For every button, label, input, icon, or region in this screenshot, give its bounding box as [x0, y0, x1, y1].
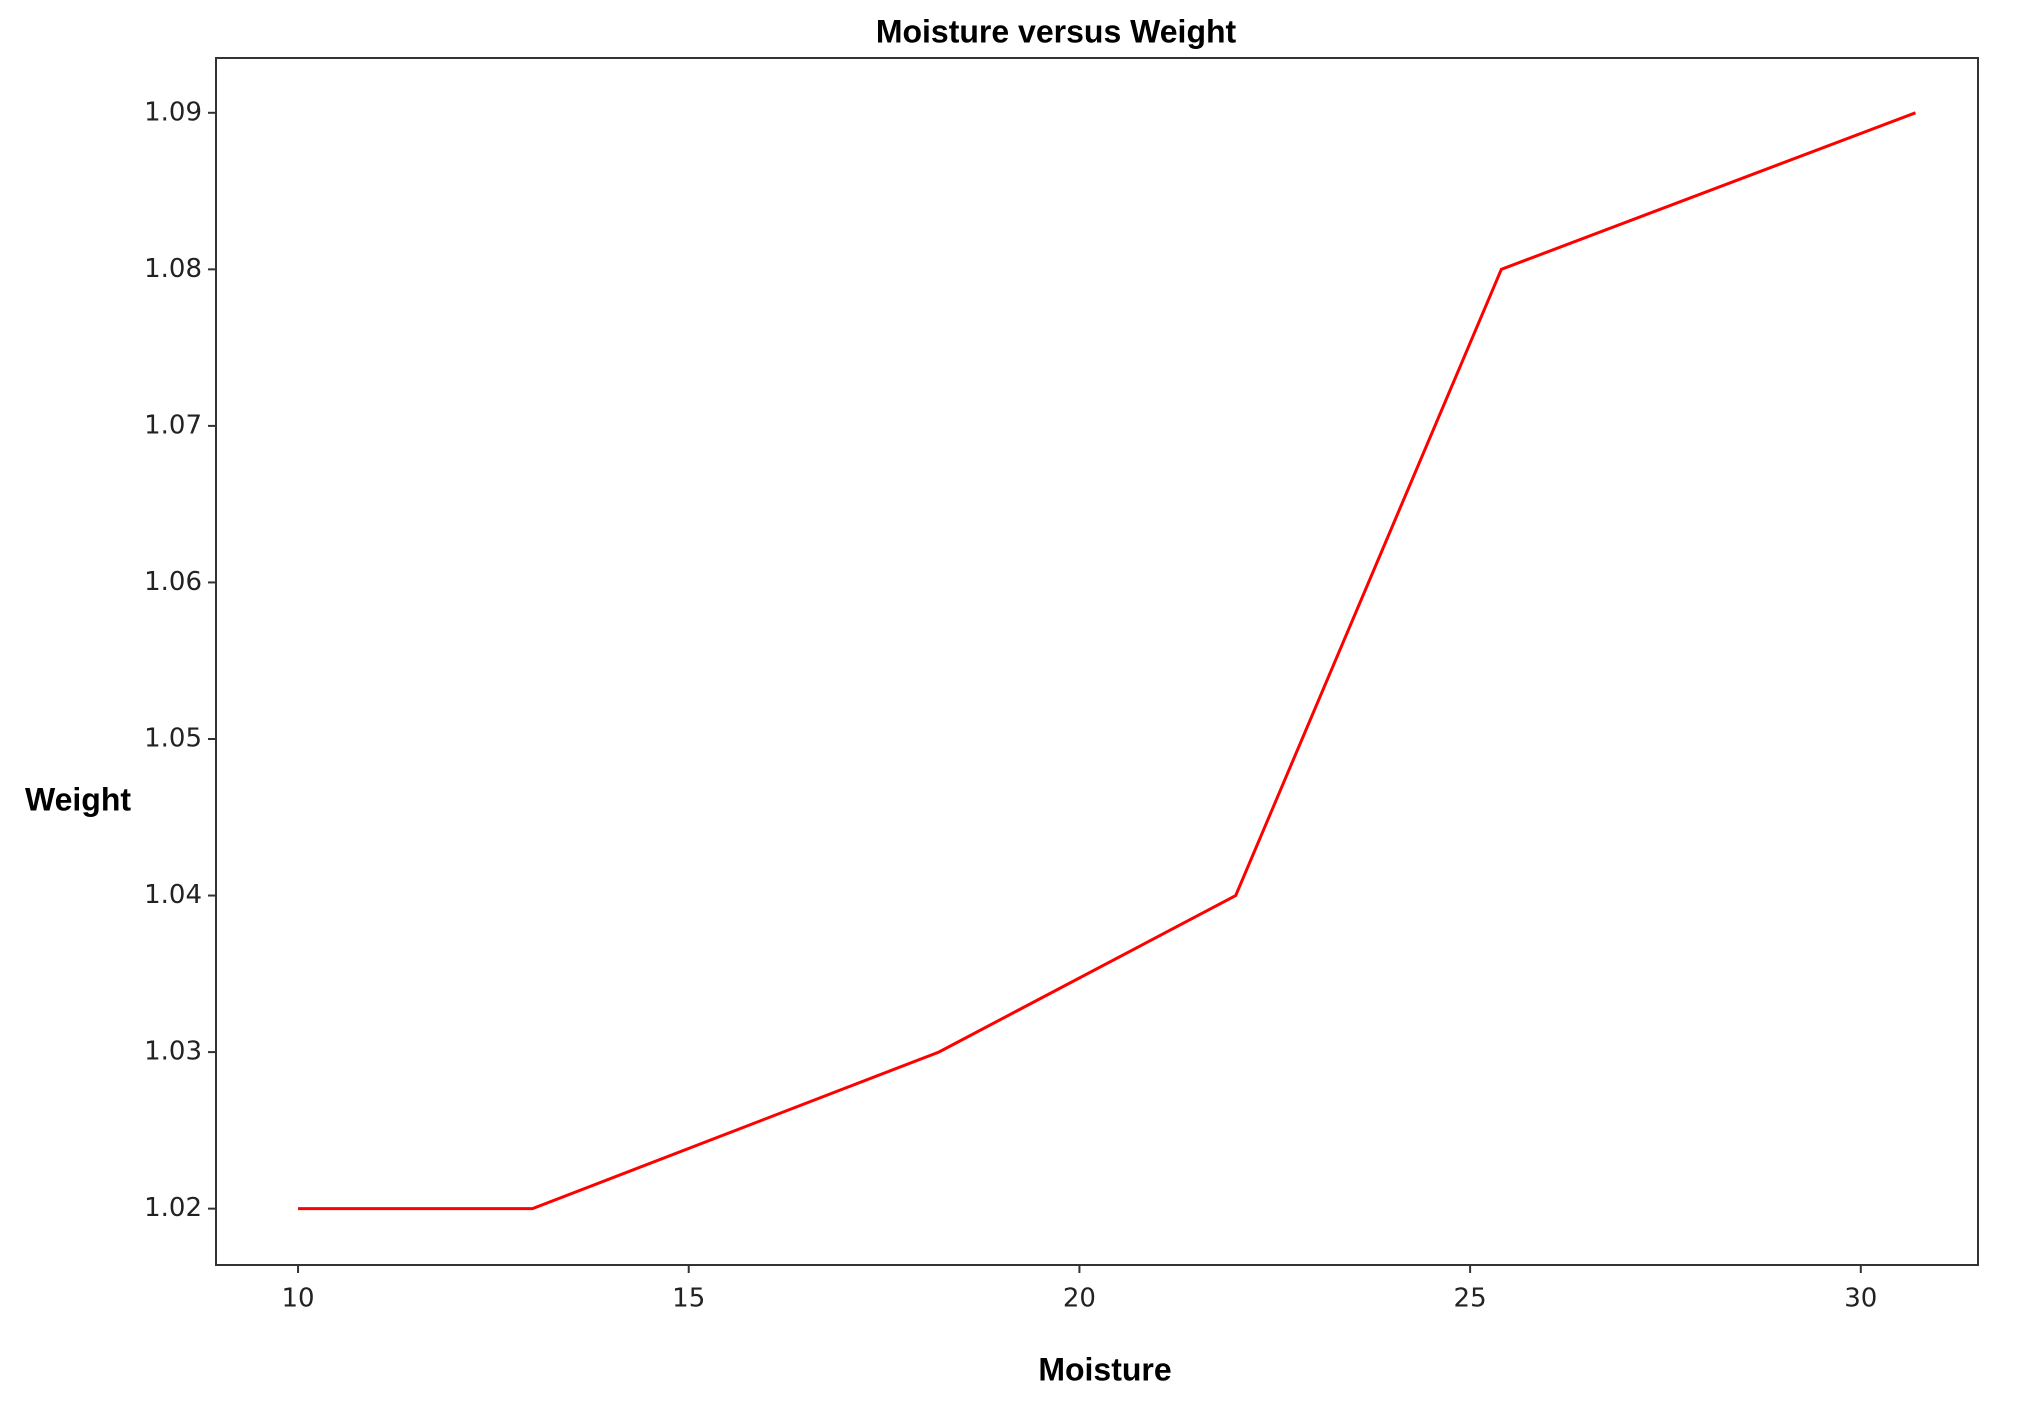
y-axis-label: Weight	[25, 781, 131, 817]
x-tick-label: 10	[281, 1284, 314, 1314]
y-tick-label: 1.05	[144, 723, 202, 753]
y-tick-label: 1.09	[144, 97, 202, 127]
y-tick-label: 1.03	[144, 1037, 202, 1067]
x-tick-label: 25	[1454, 1284, 1487, 1314]
x-axis-label: Moisture	[1038, 1351, 1171, 1387]
data-line	[298, 111, 1917, 1211]
y-tick-label: 1.04	[144, 880, 202, 910]
x-tick-label: 15	[672, 1284, 705, 1314]
y-tick-label: 1.02	[144, 1193, 202, 1223]
y-tick-label: 1.08	[144, 254, 202, 284]
y-tick-label: 1.07	[144, 410, 202, 440]
x-tick-label: 20	[1063, 1284, 1096, 1314]
y-tick-label: 1.06	[144, 567, 202, 597]
chart-title: Moisture versus Weight	[876, 13, 1237, 49]
plot-frame	[215, 57, 1979, 1266]
x-tick-label: 30	[1844, 1284, 1877, 1314]
